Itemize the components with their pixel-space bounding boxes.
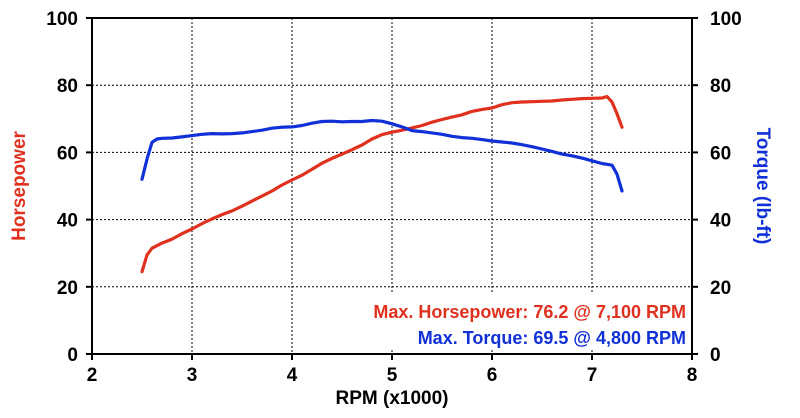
horsepower-series-line <box>140 94 624 274</box>
x-tick-label: 4 <box>287 365 298 386</box>
left-y-tick-label: 80 <box>57 76 78 97</box>
left-y-tick-label: 60 <box>57 143 78 164</box>
x-tick-label: 6 <box>487 365 498 386</box>
left-y-tick-label: 20 <box>57 278 78 299</box>
x-axis-title: RPM (x1000) <box>336 388 449 409</box>
x-tick-label: 2 <box>87 365 98 386</box>
data-series <box>140 94 624 274</box>
x-tick-label: 7 <box>587 365 598 386</box>
x-tick-label: 3 <box>187 365 198 386</box>
right-y-tick-label: 80 <box>710 76 731 97</box>
max-torque-annotation: Max. Torque: 69.5 @ 4,800 RPM <box>418 328 686 348</box>
x-tick-label: 5 <box>387 365 398 386</box>
annotation-background <box>296 294 688 350</box>
torque-series-line <box>140 118 624 193</box>
left-y-axis-title: Horsepower <box>9 130 30 240</box>
x-tick-label: 8 <box>687 365 698 386</box>
right-y-tick-label: 40 <box>710 211 731 232</box>
grid <box>92 18 692 354</box>
right-y-axis-title: Torque (lb-ft) <box>752 128 773 245</box>
left-y-tick-label: 100 <box>46 9 78 30</box>
left-y-tick-label: 40 <box>57 211 78 232</box>
right-y-tick-label: 20 <box>710 278 731 299</box>
right-y-tick-label: 60 <box>710 143 731 164</box>
right-y-tick-label: 100 <box>710 9 742 30</box>
left-y-tick-label: 0 <box>67 345 78 366</box>
max-horsepower-annotation: Max. Horsepower: 76.2 @ 7,100 RPM <box>373 302 686 322</box>
right-y-tick-label: 0 <box>710 345 721 366</box>
